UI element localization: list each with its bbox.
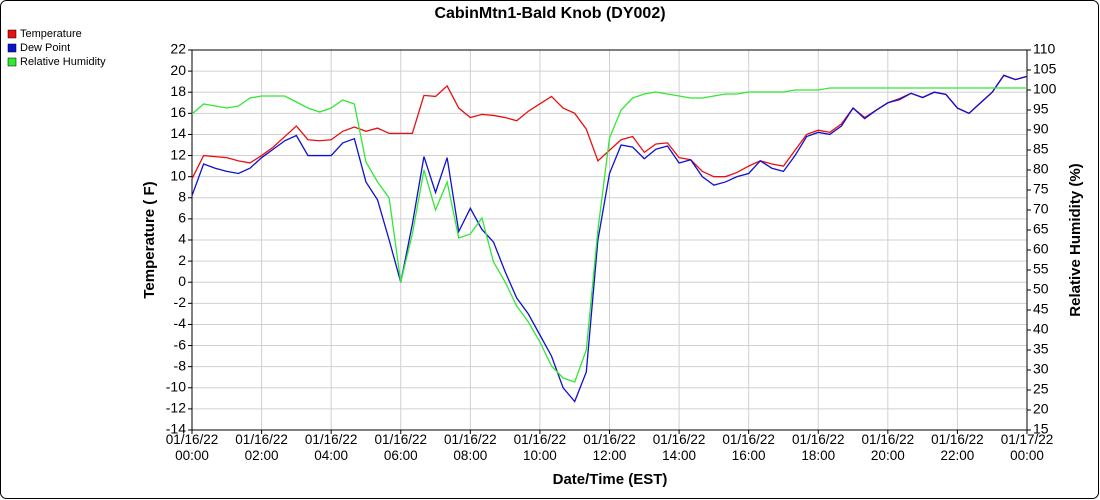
y2-tick-label: 75 [1033, 181, 1049, 197]
y-tick-label: 10 [170, 167, 186, 183]
x-tick-label: 01/16/22 20:00 [861, 432, 915, 463]
y-tick-label: 18 [170, 83, 186, 99]
x-axis-label: Date/Time (EST) [553, 471, 668, 488]
y-tick-label: 14 [170, 125, 186, 141]
x-tick-label: 01/16/22 00:00 [165, 432, 219, 463]
x-tick-label: 01/16/22 04:00 [304, 432, 358, 463]
x-tick-label: 01/17/22 00:00 [1000, 432, 1054, 463]
legend-swatch [7, 57, 17, 67]
x-tick-label: 01/16/22 16:00 [722, 432, 775, 463]
y2-tick-label: 15 [1033, 421, 1049, 437]
legend-label: Temperature [20, 28, 82, 40]
y-tick-label: 22 [170, 41, 186, 57]
y2-tick-label: 50 [1033, 281, 1049, 297]
y-tick-label: 4 [178, 231, 186, 247]
x-tick-label: 01/16/22 08:00 [444, 432, 497, 463]
y2-tick-label: 110 [1033, 41, 1056, 57]
y2-tick-label: 55 [1033, 261, 1049, 277]
y-tick-label: 8 [178, 188, 186, 204]
legend-label: Relative Humidity [20, 56, 106, 68]
y2-tick-label: 25 [1033, 381, 1049, 397]
y2-tick-label: 60 [1033, 241, 1049, 257]
y2-tick-label: 35 [1033, 341, 1049, 357]
series-line [191, 87, 1027, 383]
y2-axis-label: Relative Humidity (%) [1067, 163, 1084, 316]
x-tick-label: 01/16/22 22:00 [931, 432, 984, 463]
x-tick-label: 01/16/22 12:00 [583, 432, 636, 463]
legend-swatch [7, 29, 17, 39]
y2-tick-label: 85 [1033, 141, 1049, 157]
y-tick-label: 6 [178, 210, 186, 226]
y-tick-label: 2 [178, 252, 186, 268]
y2-tick-label: 70 [1033, 201, 1049, 217]
y2-tick-label: 40 [1033, 321, 1049, 337]
y-tick-label: 12 [170, 146, 186, 162]
y-tick-label: -10 [166, 378, 186, 394]
y2-tick-label: 105 [1033, 61, 1057, 77]
y2-tick-label: 20 [1033, 401, 1049, 417]
y-tick-label: -2 [174, 294, 187, 310]
x-tick-label: 01/16/22 14:00 [652, 432, 706, 463]
y2-tick-label: 95 [1033, 101, 1049, 117]
x-tick-label: 01/16/22 02:00 [235, 432, 288, 463]
legend-swatch [7, 43, 17, 53]
chart-title: CabinMtn1-Bald Knob (DY002) [434, 5, 665, 22]
y-tick-label: 20 [170, 62, 186, 78]
y2-tick-label: 100 [1033, 81, 1057, 97]
y2-tick-label: 45 [1033, 301, 1049, 317]
y-tick-label: -14 [166, 421, 186, 437]
y-tick-label: -12 [166, 400, 186, 416]
y2-tick-label: 65 [1033, 221, 1049, 237]
x-tick-label: 01/16/22 18:00 [791, 432, 845, 463]
y-tick-label: -8 [174, 357, 187, 373]
y-axis-label: Temperature ( F) [141, 181, 158, 298]
plot-area [191, 49, 1028, 431]
y-tick-label: -6 [174, 336, 187, 352]
y-tick-label: 0 [178, 273, 186, 289]
y-tick-label: -4 [174, 315, 187, 331]
series-line [191, 74, 1028, 403]
x-tick-label: 01/16/22 10:00 [513, 432, 567, 463]
y2-tick-label: 30 [1033, 361, 1049, 377]
legend-label: Dew Point [20, 42, 70, 54]
x-tick-label: 01/16/22 06:00 [374, 432, 428, 463]
y2-tick-label: 80 [1033, 161, 1049, 177]
y-tick-label: 16 [170, 104, 186, 120]
y2-tick-label: 90 [1033, 121, 1049, 137]
